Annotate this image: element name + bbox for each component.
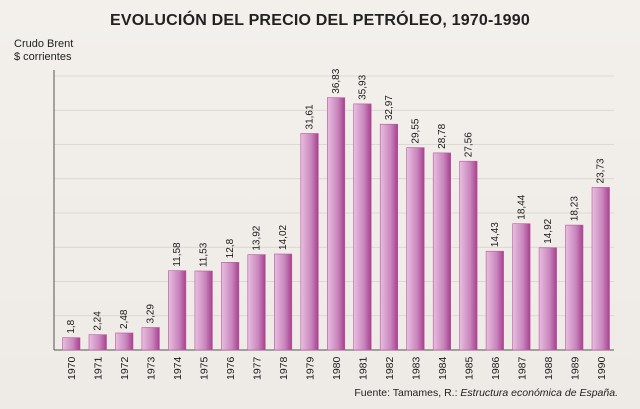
value-label-1976: 12,8 (225, 238, 236, 258)
value-label-1971: 2,24 (93, 311, 104, 331)
bar-1977 (247, 254, 266, 351)
bar-1985 (459, 160, 478, 351)
x-tick-1977: 1977 (252, 356, 264, 380)
x-tick-1986: 1986 (490, 356, 502, 380)
value-label-1973: 3,29 (146, 304, 157, 324)
x-tick-1988: 1988 (543, 356, 555, 380)
x-tick-1990: 1990 (596, 356, 608, 380)
bar-1988 (538, 247, 557, 351)
bar-1978 (273, 253, 293, 351)
bar-1986 (485, 250, 504, 351)
y-axis-label-line-2: $ corrientes (14, 51, 72, 63)
x-tick-1975: 1975 (199, 356, 211, 380)
bar-1980 (326, 97, 346, 351)
x-tick-1983: 1983 (410, 356, 422, 380)
value-label-1989: 18,23 (569, 196, 580, 221)
value-label-1981: 35,93 (357, 74, 368, 99)
value-label-1983: 29,55 (410, 118, 421, 143)
bar-1972 (115, 332, 134, 351)
x-tick-1984: 1984 (437, 356, 449, 380)
bar-1987 (512, 223, 531, 351)
x-tick-1987: 1987 (516, 356, 528, 380)
x-tick-1982: 1982 (384, 356, 396, 380)
bar-1973 (141, 327, 160, 351)
x-tick-1985: 1985 (463, 356, 475, 380)
value-labels: 1,8 2,24 2,48 3,29 11,58 11,53 12,8 13,92 14,02 3… (66, 68, 607, 333)
value-label-1990: 23,73 (596, 158, 607, 183)
value-label-1979: 31,61 (305, 104, 316, 129)
value-label-1982: 32,97 (384, 95, 395, 120)
chart-title: EVOLUCIÓN DEL PRECIO DEL PETRÓLEO, 1970-… (110, 12, 530, 29)
bar-1989 (565, 224, 584, 351)
value-label-1977: 13,92 (252, 225, 263, 250)
bar-1970 (62, 337, 81, 351)
value-label-1972: 2,48 (119, 309, 130, 329)
source-note: Fuente: Tamames, R.: Estructura económic… (354, 387, 618, 399)
bar-1984 (432, 152, 452, 351)
bar-1971 (88, 334, 107, 351)
value-label-1985: 27,56 (463, 132, 474, 157)
bar-1990 (591, 187, 610, 351)
x-tick-1989: 1989 (569, 356, 581, 380)
x-tick-1979: 1979 (305, 356, 317, 380)
bar-1975 (194, 270, 213, 351)
x-tick-1974: 1974 (172, 356, 184, 380)
x-tick-1980: 1980 (331, 356, 343, 380)
bar-1982 (379, 123, 399, 351)
bar-1981 (353, 103, 372, 351)
bar-1979 (300, 133, 319, 351)
x-tick-labels: 1970 1971 1972 1973 1974 1975 1976 1977 1978 1979… (66, 356, 608, 380)
y-axis-label-line-1: Crudo Brent (14, 38, 74, 50)
value-label-1970: 1,8 (66, 319, 77, 333)
y-axis-label: Crudo Brent $ corrientes (14, 38, 73, 64)
x-tick-1978: 1978 (278, 356, 290, 380)
value-label-1974: 11,58 (172, 242, 183, 267)
value-label-1988: 14,92 (543, 218, 554, 243)
value-label-1987: 18,44 (516, 194, 527, 219)
value-label-1975: 11,53 (199, 242, 210, 267)
source-prefix: Fuente: Tamames, R.: (354, 387, 461, 399)
value-label-1984: 28,78 (437, 123, 448, 148)
x-tick-1976: 1976 (225, 356, 237, 380)
x-tick-1981: 1981 (357, 356, 369, 380)
x-tick-1970: 1970 (66, 356, 78, 380)
bar-1974 (168, 270, 187, 351)
bar-1976 (221, 261, 240, 351)
value-label-1986: 14,43 (490, 222, 501, 247)
x-tick-1972: 1972 (119, 356, 131, 380)
value-label-1978: 14,02 (278, 225, 289, 250)
x-tick-1973: 1973 (146, 356, 158, 380)
x-tick-1971: 1971 (93, 356, 105, 380)
bar-1983 (406, 147, 425, 351)
bars (62, 97, 610, 351)
source-reference: Estructura económica de España. (460, 387, 618, 399)
value-label-1980: 36,83 (331, 68, 342, 93)
